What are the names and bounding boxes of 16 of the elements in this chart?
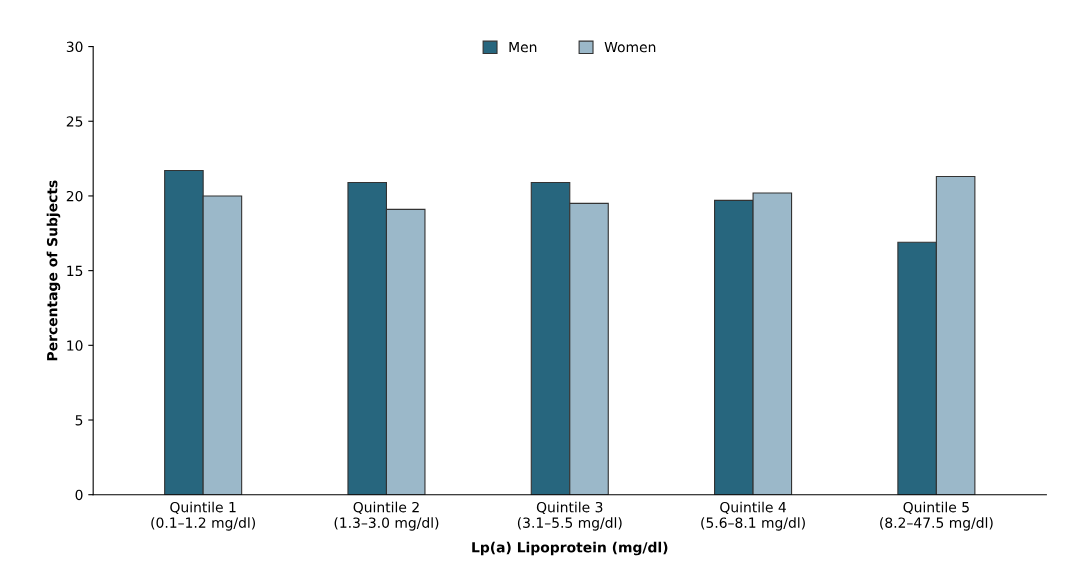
y-tick-label: 15	[67, 265, 83, 277]
y-tick-label: 5	[75, 415, 83, 426]
y-tick-label: 20	[66, 190, 83, 202]
x-axis-title: Lp(a) Lipoprotein (mg/dl)	[472, 541, 668, 556]
x-tick-label: Quintile 1 (0.1–1.2 mg/dl)	[151, 501, 255, 531]
legend-label: Men	[509, 41, 537, 53]
y-tick-label: 25	[66, 116, 83, 127]
legend-label: Women	[604, 41, 656, 53]
x-tick-label: Quintile 3 (3.1–5.5 mg/dl)	[517, 501, 622, 531]
x-tick-label: Quintile 5 (8.2–47.5 mg/dl)	[880, 501, 993, 531]
y-tick-label: 10	[67, 340, 83, 351]
y-tick-label: 0	[75, 489, 83, 501]
y-axis-title: Percentage of Subjects	[46, 180, 61, 361]
x-tick-label: Quintile 2 (1.3–3.0 mg/dl)	[334, 501, 439, 531]
x-tick-label: Quintile 4 (5.6–8.1 mg/dl)	[701, 501, 805, 531]
y-tick-label: 30	[66, 41, 83, 53]
